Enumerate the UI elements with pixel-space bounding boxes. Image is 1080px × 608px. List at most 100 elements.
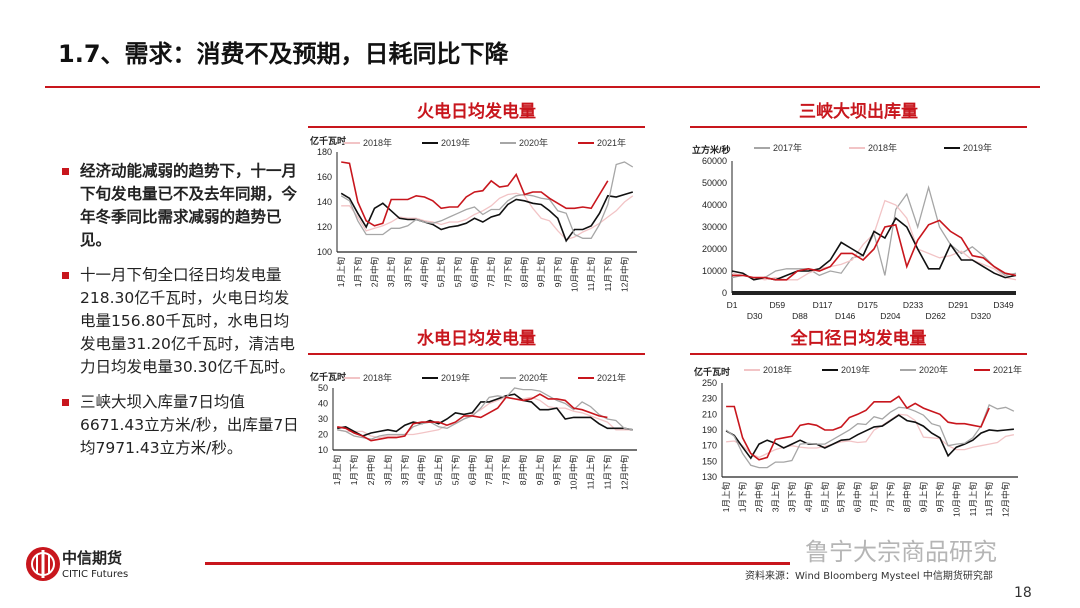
- x-tick-label: 9月下旬: [552, 455, 562, 485]
- legend-label: 2018年: [363, 137, 392, 148]
- x-tick-label: 9月上旬: [536, 257, 546, 287]
- legend-label: 2021年: [597, 137, 626, 148]
- chart-title: 水电日均发电量: [308, 325, 645, 355]
- y-tick-label: 0: [722, 288, 727, 298]
- y-tick-label: 180: [317, 147, 332, 157]
- x-tick-label: 6月中旬: [853, 482, 863, 512]
- legend-label: 2019年: [963, 142, 992, 153]
- x-tick-label: D349: [993, 300, 1014, 310]
- x-tick-label: 7月上旬: [486, 257, 496, 287]
- x-tick-label: D59: [769, 300, 785, 310]
- logo-text-en: CITIC Futures: [62, 569, 129, 580]
- series-line-2018年: [726, 413, 1015, 459]
- x-tick-label: D146: [835, 311, 856, 321]
- x-tick-label: 12月中旬: [1001, 482, 1011, 517]
- x-tick-label: 4月中旬: [420, 257, 430, 287]
- x-tick-label: D117: [813, 300, 833, 310]
- x-tick-label: D88: [792, 311, 808, 321]
- y-axis-label: 亿千瓦时: [310, 371, 346, 382]
- chart-title: 火电日均发电量: [308, 98, 645, 128]
- y-tick-label: 120: [317, 222, 332, 232]
- x-tick-label: 10月中旬: [951, 482, 961, 517]
- y-axis-label: 亿千瓦时: [694, 366, 730, 377]
- y-axis-label: 亿千瓦时: [310, 135, 346, 146]
- legend-label: 2018年: [763, 364, 792, 375]
- x-tick-label: D233: [903, 300, 924, 310]
- x-tick-label: 12月中旬: [620, 257, 630, 292]
- series-line-2020年: [340, 161, 634, 239]
- x-tick-label: 5月下旬: [450, 455, 460, 485]
- y-tick-label: 170: [702, 441, 717, 451]
- bullet-square-icon: [62, 399, 69, 406]
- legend-label: 2021年: [993, 364, 1022, 375]
- chart-three-gorges-svg: 立方米/秒 0 10000 20000 30000 40000 50000 60000 D1 D3…: [692, 142, 1017, 321]
- y-tick-label: 250: [702, 378, 717, 388]
- x-tick-label: 1月上旬: [332, 455, 342, 485]
- series-line-2018年: [731, 199, 1017, 281]
- x-tick-label: 1月上旬: [336, 257, 346, 287]
- chart-total: 全口径日均发电量 亿千瓦时 130 150 170 190 210 230 250 1月上旬 1月…: [690, 325, 1027, 555]
- x-tick-label: D30: [747, 311, 763, 321]
- bullet-text: 经济动能减弱的趋势下，十一月下旬发电量已不及去年同期，今年冬季同比需求减弱的趋势…: [80, 162, 298, 249]
- legend-label: 2017年: [773, 142, 802, 153]
- x-tick-label: 6月中旬: [467, 455, 477, 485]
- series-line-2021年: [726, 395, 990, 461]
- chart-three-gorges: 三峡大坝出库量 立方米/秒 0 10000 20000 30000 40000 50000 6…: [690, 98, 1027, 322]
- y-tick-label: 100: [317, 247, 332, 257]
- x-tick-label: 3月上旬: [383, 455, 393, 485]
- x-tick-label: 11月下旬: [602, 455, 612, 489]
- y-tick-label: 140: [317, 197, 332, 207]
- legend-label: 2018年: [868, 142, 897, 153]
- x-tick-label: 3月上旬: [770, 482, 780, 512]
- legend-label: 2020年: [919, 364, 948, 375]
- series-line-2021年: [341, 161, 609, 227]
- series-line-unlabeled: [732, 219, 1017, 281]
- x-tick-label: 1月上旬: [721, 482, 731, 512]
- y-tick-label: 20: [318, 430, 328, 440]
- x-tick-label: 5月上旬: [434, 455, 444, 485]
- legend-label: 2021年: [597, 372, 626, 383]
- y-tick-label: 190: [702, 425, 717, 435]
- x-tick-label: 4月中旬: [417, 455, 427, 485]
- series-line-2018年: [337, 396, 633, 439]
- x-tick-label: 3月下旬: [403, 257, 413, 287]
- y-tick-label: 230: [702, 394, 717, 404]
- bullet-text: 三峡大坝入库量7日均值6671.43立方米/秒，出库量7日均7971.43立方米…: [80, 393, 299, 457]
- x-tick-label: 3月上旬: [386, 257, 396, 287]
- series-line-2021年: [337, 393, 608, 442]
- x-tick-label: 1月下旬: [738, 482, 748, 512]
- y-tick-label: 150: [702, 456, 717, 466]
- x-tick-label: 10月中旬: [570, 257, 580, 292]
- x-tick-label: 11月上旬: [968, 482, 978, 516]
- y-tick-label: 50: [318, 383, 328, 393]
- chart-total-svg: 亿千瓦时 130 150 170 190 210 230 250 1月上旬 1月下旬 2月中旬 3月上…: [694, 364, 1022, 517]
- page-number: 18: [1014, 585, 1032, 601]
- chart-thermal-svg: 亿千瓦时 100 120 140 160 180 1月上旬 1月下旬 2月中旬 3月上旬 3月下旬 4…: [310, 135, 637, 292]
- x-tick-label: 1月下旬: [353, 257, 363, 287]
- x-tick-label: 1月下旬: [349, 455, 359, 485]
- y-tick-label: 160: [317, 172, 332, 182]
- y-tick-label: 40000: [702, 200, 727, 210]
- legend-label: 2018年: [363, 372, 392, 383]
- x-tick-label: 5月上旬: [820, 482, 830, 512]
- x-tick-label: 11月上旬: [586, 455, 596, 489]
- x-tick-label: 9月上旬: [535, 455, 545, 485]
- y-tick-label: 50000: [702, 178, 727, 188]
- x-tick-label: 10月中旬: [569, 455, 579, 490]
- series-line-2019年: [340, 191, 634, 243]
- x-tick-label: 4月中旬: [803, 482, 813, 512]
- legend-label: 2020年: [519, 137, 548, 148]
- x-tick-label: 8月中旬: [518, 455, 528, 485]
- x-tick-label: 5月下旬: [453, 257, 463, 287]
- x-tick-label: 8月中旬: [520, 257, 530, 287]
- series-line-2020年: [337, 387, 633, 440]
- bullet-item: 十一月下旬全口径日均发电量218.30亿千瓦时，火电日均发电量156.80千瓦时…: [62, 264, 302, 379]
- x-tick-label: 5月上旬: [436, 257, 446, 287]
- chart-thermal: 火电日均发电量 亿千瓦时 100 120 140 160 180 1月上旬 1月下旬 2月中旬 3…: [308, 98, 645, 320]
- title-divider: [45, 86, 1040, 88]
- y-axis-label: 立方米/秒: [692, 144, 731, 155]
- footer-divider: [205, 562, 790, 565]
- y-tick-label: 20000: [702, 244, 727, 254]
- bullet-square-icon: [62, 272, 69, 279]
- bullet-item: 三峡大坝入库量7日均值6671.43立方米/秒，出库量7日均7971.43立方米…: [62, 391, 302, 460]
